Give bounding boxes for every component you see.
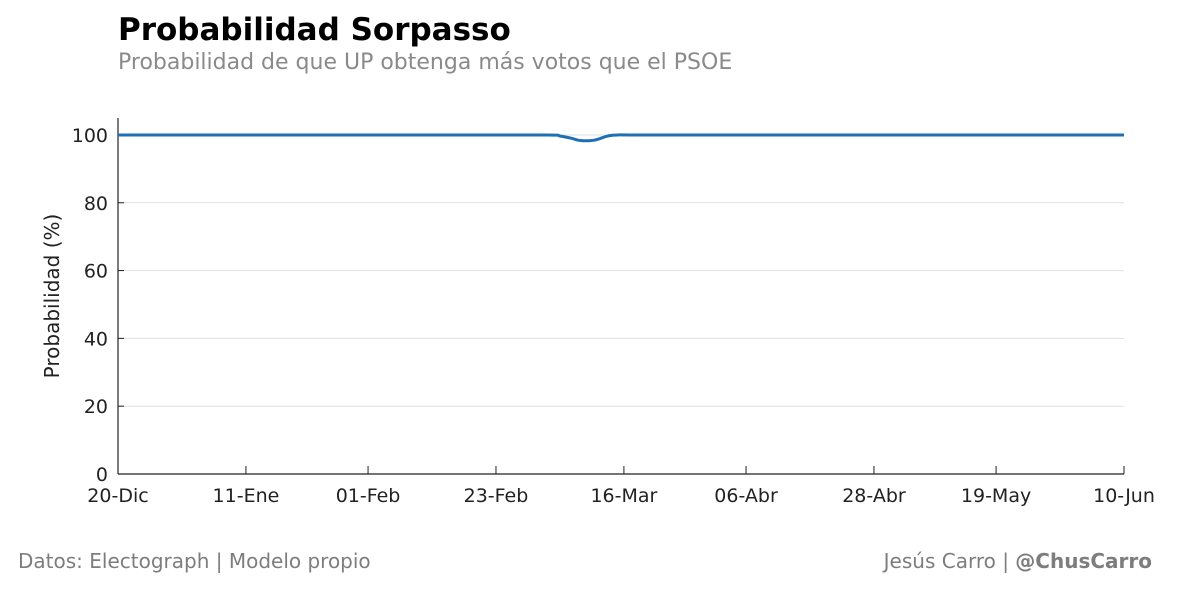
- y-tick-label: 0: [96, 464, 108, 486]
- y-axis-label: Probabilidad (%): [40, 214, 64, 379]
- x-tick-label: 01-Feb: [336, 485, 401, 507]
- y-tick-label: 20: [84, 396, 108, 418]
- x-tick-label: 19-May: [961, 485, 1031, 507]
- y-tick-label: 60: [84, 261, 108, 283]
- chart-subtitle: Probabilidad de que UP obtenga más votos…: [118, 50, 733, 75]
- series-line-0: [118, 133, 1124, 143]
- x-tick-label: 11-Ene: [213, 485, 280, 507]
- author-credit: Jesús Carro | @ChusCarro: [884, 549, 1152, 573]
- x-tick-label: 20-Dic: [87, 485, 148, 507]
- author-handle: @ChusCarro: [1015, 549, 1152, 573]
- x-tick-label: 28-Abr: [842, 485, 906, 507]
- x-tick-label: 06-Abr: [714, 485, 778, 507]
- y-tick-label: 40: [84, 328, 108, 350]
- x-tick-label: 16-Mar: [590, 485, 657, 507]
- y-tick-label: 80: [84, 193, 108, 215]
- x-tick-label: 10-Jun: [1093, 485, 1155, 507]
- x-axis-ticks: 20-Dic 11-Ene 01-Feb 23-Feb 16-Mar 06-Abr 28-A…: [87, 466, 1155, 507]
- chart-title: Probabilidad Sorpasso: [118, 12, 511, 48]
- series-lines: [118, 133, 1124, 143]
- y-axis-ticks: 0 20 40 60 80 100: [72, 125, 124, 486]
- axes: [117, 118, 1124, 475]
- y-tick-label: 100: [72, 125, 108, 147]
- author-name: Jesús Carro |: [883, 549, 1016, 573]
- x-tick-label: 23-Feb: [464, 485, 529, 507]
- data-source-note: Datos: Electograph | Modelo propio: [18, 549, 371, 573]
- gridlines: [118, 134, 1124, 407]
